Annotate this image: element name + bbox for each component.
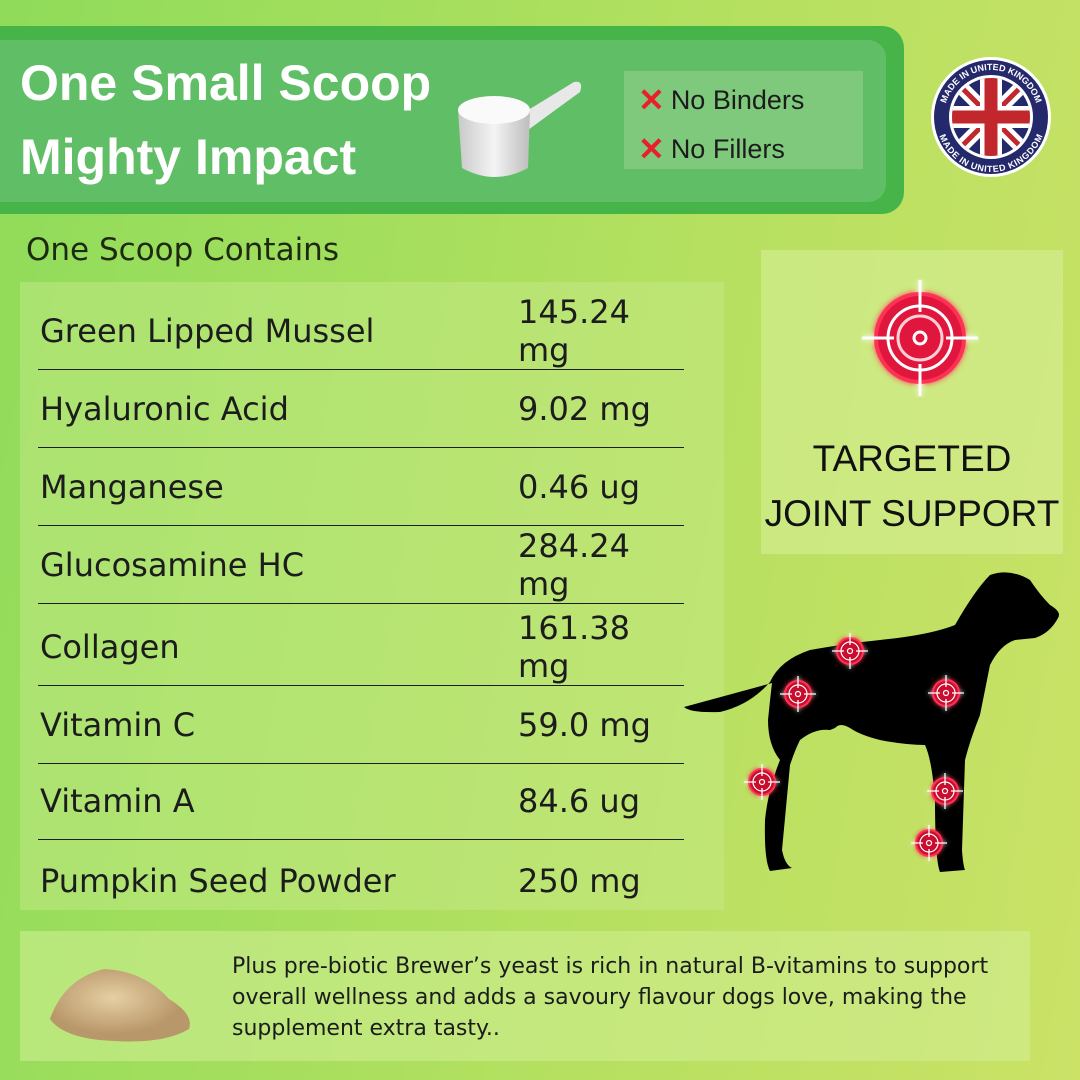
ingredient-amount: 0.46 ug [518, 467, 641, 506]
target-line1: TARGETED [812, 438, 1012, 479]
ingredient-amount: 84.6 ug [518, 781, 641, 820]
ingredients-table: Green Lipped Mussel 145.24 mg Hyaluronic A… [20, 282, 724, 910]
ingredient-name: Vitamin A [40, 781, 195, 820]
cross-icon: ✕ [638, 131, 665, 167]
ingredient-amount: 145.24 mg [518, 292, 630, 369]
ingredient-name: Pumpkin Seed Powder [40, 862, 396, 900]
ingredient-row: Pumpkin Seed Powder 250 mg [38, 842, 684, 920]
ingredient-row: Vitamin A 84.6 ug [38, 762, 684, 840]
ingredient-row: Collagen 161.38 mg [38, 608, 684, 686]
ingredient-name: Hyaluronic Acid [40, 389, 289, 428]
claim-label: No Binders [670, 84, 805, 115]
section-title: One Scoop Contains [26, 232, 339, 268]
ingredient-name: Manganese [40, 467, 224, 506]
claim-no-binders: ✕ No Binders [638, 84, 804, 116]
ingredient-row: Vitamin C 59.0 mg [38, 686, 684, 764]
joint-target-icon [911, 825, 947, 861]
targeted-joint-support-panel: TARGETED JOINT SUPPORT [761, 250, 1063, 554]
claim-no-fillers: ✕ No Fillers [638, 133, 785, 165]
headline-line2: Mighty Impact [20, 129, 357, 185]
joint-target-icon [927, 773, 963, 809]
ingredient-row: Hyaluronic Acid 9.02 mg [38, 370, 684, 448]
ingredient-amount: 250 mg [518, 862, 641, 900]
yeast-powder-image [50, 969, 190, 1042]
cross-icon: ✕ [638, 82, 665, 118]
joint-target-icon [780, 676, 816, 712]
ingredient-amount: 9.02 mg [518, 389, 651, 428]
claims-box: ✕ No Binders ✕ No Fillers [624, 71, 863, 169]
brewers-yeast-panel: Plus pre-biotic Brewer’s yeast is rich i… [20, 931, 1030, 1061]
headline-line1: One Small Scoop [20, 55, 432, 111]
made-in-uk-badge-icon: MADE IN UNITED KINGDOM MADE IN UNITED KI… [931, 57, 1051, 177]
ingredient-name: Green Lipped Mussel [40, 311, 375, 350]
ingredient-amount: 284.24 mg [518, 526, 630, 603]
ingredient-name: Collagen [40, 627, 180, 666]
footer-text: Plus pre-biotic Brewer’s yeast is rich i… [232, 954, 989, 1041]
crosshair-target-icon [862, 280, 978, 396]
joint-target-icon [832, 633, 868, 669]
target-line2: JOINT SUPPORT [764, 493, 1060, 534]
ingredient-row: Glucosamine HC 284.24 mg [38, 526, 684, 604]
ingredient-amount: 161.38 mg [518, 608, 630, 685]
ingredient-name: Vitamin C [40, 705, 196, 744]
joint-target-icon [744, 764, 780, 800]
joint-target-icon [928, 675, 964, 711]
claim-label: No Fillers [670, 133, 785, 164]
ingredient-row: Manganese 0.46 ug [38, 448, 684, 526]
ingredient-amount: 59.0 mg [518, 705, 651, 744]
ingredient-row: Green Lipped Mussel 145.24 mg [38, 292, 684, 370]
ingredient-name: Glucosamine HC [40, 545, 305, 584]
